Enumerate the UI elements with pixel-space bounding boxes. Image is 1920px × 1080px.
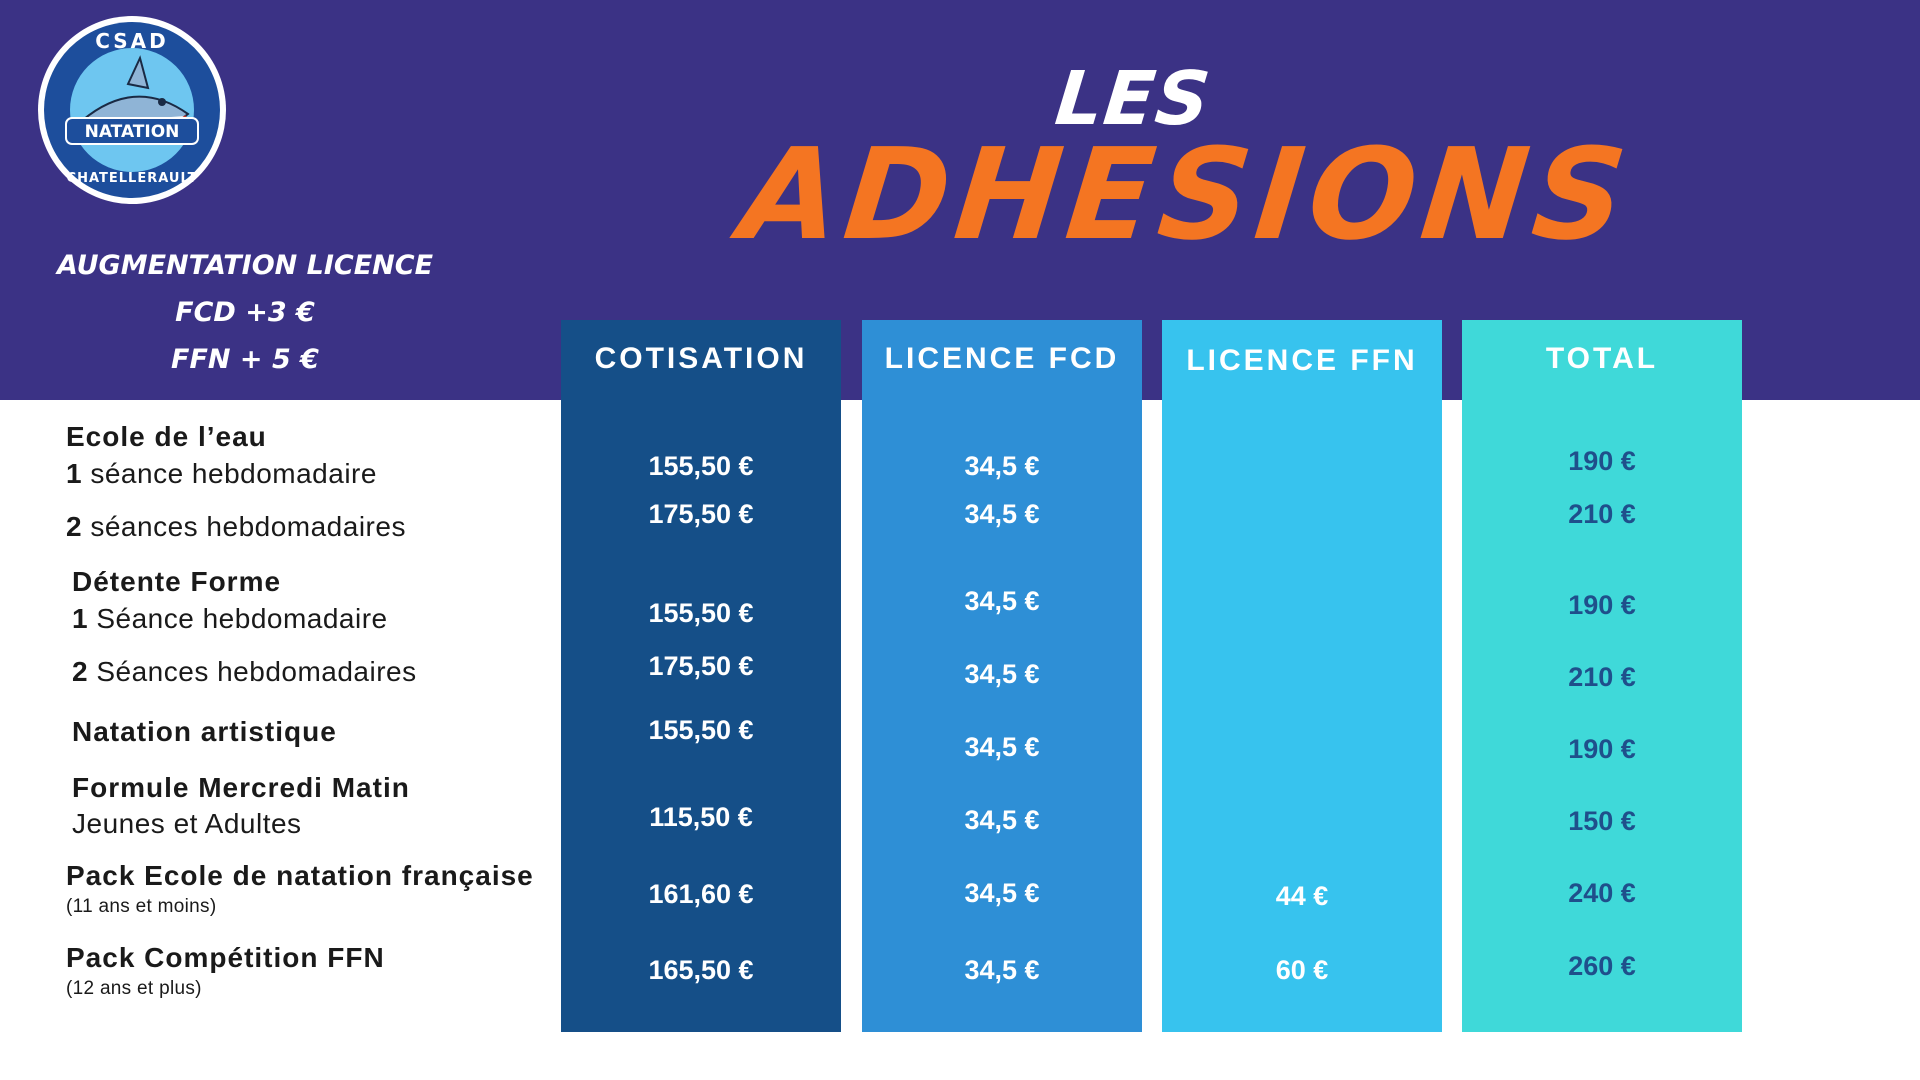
licence-notice: AUGMENTATION LICENCE FCD +3 € FFN + 5 € — [40, 242, 450, 383]
cotisation-ecole-2: 175,50 € — [648, 499, 754, 529]
logo-center-text: NATATION — [85, 122, 180, 142]
total-ecole-2: 210 € — [1568, 499, 1636, 529]
cotisation-detente-1: 155,50 € — [648, 598, 754, 628]
label-mercredi-sub: Jeunes et Adultes — [72, 808, 302, 839]
fcd-pack-enf: 34,5 € — [964, 878, 1040, 908]
club-logo: NATATION CSAD CHATELLERAULT — [38, 16, 226, 204]
fcd-pack-comp: 34,5 € — [964, 955, 1040, 985]
label-ecole-title: Ecole de l’eau — [66, 421, 267, 452]
cotisation-detente-2: 175,50 € — [648, 651, 754, 681]
label-detente-title: Détente Forme — [72, 566, 282, 597]
cotisation-artistique: 155,50 € — [648, 715, 754, 745]
label-pack-enf-title: Pack Ecole de natation française — [66, 860, 534, 891]
logo-bottom-text: CHATELLERAULT — [67, 171, 198, 186]
label-artistique: Natation artistique — [72, 716, 337, 747]
label-ecole-2-text: séances hebdomadaires — [82, 511, 406, 542]
total-mercredi: 150 € — [1568, 806, 1636, 836]
label-detente-2-text: Séances hebdomadaires — [88, 656, 417, 687]
fcd-mercredi: 34,5 € — [964, 805, 1040, 835]
cotisation-pack-enf: 161,60 € — [648, 879, 754, 909]
total-detente-2: 210 € — [1568, 662, 1636, 692]
notice-line-1: AUGMENTATION LICENCE — [56, 250, 434, 281]
label-detente-1-text: Séance hebdomadaire — [88, 603, 388, 634]
column-cotisation: COTISATION 155,50 € 175,50 € 155,50 € 17… — [561, 320, 841, 1032]
label-pack-comp-title: Pack Compétition FFN — [66, 942, 385, 973]
label-ecole-1-text: séance hebdomadaire — [82, 458, 377, 489]
column-header-total: TOTAL — [1545, 342, 1659, 375]
page-title: ADHESIONS — [734, 121, 1639, 268]
column-header-cotisation: COTISATION — [594, 342, 808, 375]
label-detente-1: 1 Séance hebdomadaire — [72, 603, 388, 635]
label-detente-1-num: 1 — [72, 603, 89, 634]
ffn-pack-enf: 44 € — [1275, 881, 1329, 911]
total-artistique: 190 € — [1568, 734, 1636, 764]
fcd-detente-1: 34,5 € — [964, 586, 1040, 616]
notice-line-2: FCD +3 € — [175, 297, 315, 328]
total-ecole-1: 190 € — [1568, 446, 1636, 476]
label-ecole-1-num: 1 — [66, 458, 83, 489]
cotisation-ecole-1: 155,50 € — [648, 451, 754, 481]
fcd-ecole-2: 34,5 € — [964, 499, 1040, 529]
label-detente-2: 2 Séances hebdomadaires — [72, 656, 417, 688]
label-ecole-2-num: 2 — [66, 511, 83, 542]
label-mercredi-title: Formule Mercredi Matin — [72, 772, 410, 803]
label-ecole-2: 2 séances hebdomadaires — [66, 511, 406, 543]
logo-top-text: CSAD — [95, 29, 169, 53]
label-pack-comp-sub: (12 ans et plus) — [66, 978, 202, 999]
ffn-pack-comp: 60 € — [1275, 955, 1329, 985]
column-total: TOTAL 190 € 210 € 190 € 210 € 190 € 150 … — [1462, 320, 1742, 1032]
cotisation-pack-comp: 165,50 € — [648, 955, 754, 985]
column-header-licence-fcd: LICENCE FCD — [884, 342, 1120, 375]
fcd-ecole-1: 34,5 € — [964, 451, 1040, 481]
label-pack-enf-sub: (11 ans et moins) — [66, 896, 217, 917]
fcd-detente-2: 34,5 € — [964, 659, 1040, 689]
column-header-licence-ffn: LICENCE FFN — [1186, 344, 1418, 377]
fcd-artistique: 34,5 € — [964, 732, 1040, 762]
column-licence-ffn: LICENCE FFN 44 € 60 € — [1162, 320, 1442, 1032]
column-licence-fcd: LICENCE FCD 34,5 € 34,5 € 34,5 € 34,5 € … — [862, 320, 1142, 1032]
label-ecole-1: 1 séance hebdomadaire — [66, 458, 377, 490]
notice-line-3: FFN + 5 € — [171, 344, 319, 375]
total-pack-enf: 240 € — [1568, 878, 1636, 908]
total-pack-comp: 260 € — [1568, 951, 1636, 981]
label-detente-2-num: 2 — [72, 656, 89, 687]
total-detente-1: 190 € — [1568, 590, 1636, 620]
cotisation-mercredi: 115,50 € — [649, 802, 753, 832]
